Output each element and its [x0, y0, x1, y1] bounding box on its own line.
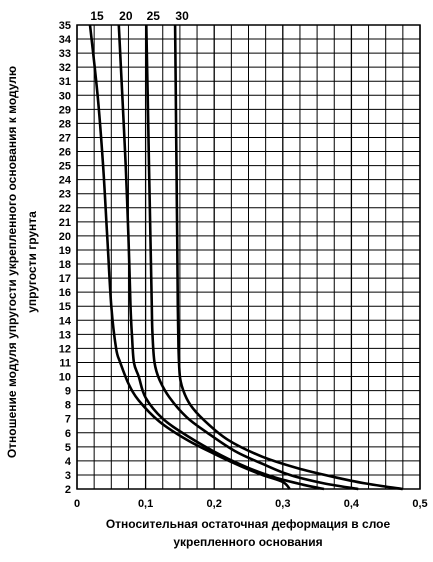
x-tick-label: 0,2 — [207, 498, 222, 510]
y-tick-label: 25 — [59, 161, 71, 173]
y-tick-label: 2 — [65, 484, 71, 496]
x-axis-title-line-2: укрепленного основания — [173, 535, 322, 549]
y-tick-label: 20 — [59, 231, 71, 243]
series-label-25: 25 — [147, 9, 161, 23]
y-tick-label: 17 — [59, 273, 71, 285]
y-tick-label: 34 — [59, 34, 72, 46]
y-tick-label: 24 — [59, 175, 72, 187]
y-tick-label: 29 — [59, 104, 71, 116]
plot-frame — [76, 24, 421, 490]
y-tick-label: 9 — [65, 386, 71, 398]
series-curves — [88, 24, 403, 491]
y-tick-label: 33 — [59, 48, 71, 60]
series-label-30: 30 — [175, 9, 189, 23]
y-tick-label: 19 — [59, 245, 71, 257]
y-tick-label: 4 — [65, 456, 72, 468]
y-tick-label: 28 — [59, 118, 71, 130]
y-tick-label: 5 — [65, 442, 71, 454]
x-tick-label: 0,3 — [275, 498, 290, 510]
y-tick-label: 16 — [59, 287, 71, 299]
y-tick-label: 6 — [65, 428, 71, 440]
series-label-20: 20 — [119, 9, 133, 23]
y-tick-labels: 2345678910111213141516171819202122232425… — [59, 20, 72, 496]
series-line-30 — [173, 24, 403, 491]
series-label-15: 15 — [90, 9, 104, 23]
x-tick-label: 0,1 — [138, 498, 153, 510]
y-tick-label: 10 — [59, 372, 71, 384]
x-tick-label: 0,5 — [412, 498, 427, 510]
y-tick-label: 22 — [59, 203, 71, 215]
y-tick-label: 31 — [59, 76, 71, 88]
y-tick-label: 23 — [59, 189, 71, 201]
x-tick-label: 0 — [74, 498, 80, 510]
y-axis-title-line-2: упругости грунта — [25, 211, 39, 313]
y-tick-label: 30 — [59, 90, 71, 102]
y-tick-label: 7 — [65, 414, 71, 426]
y-tick-label: 15 — [59, 301, 71, 313]
y-tick-label: 12 — [59, 343, 71, 355]
grid — [76, 24, 421, 490]
y-tick-label: 18 — [59, 259, 71, 271]
x-tick-label: 0,4 — [344, 498, 360, 510]
x-axis-title-line-1: Относительная остаточная деформация в сл… — [106, 517, 391, 531]
y-tick-label: 21 — [59, 217, 71, 229]
y-tick-label: 26 — [59, 147, 71, 159]
series-labels: 15 20 25 30 — [90, 9, 189, 23]
series-line-25 — [145, 24, 359, 491]
series-line-20 — [117, 24, 325, 491]
y-tick-label: 13 — [59, 329, 71, 341]
y-tick-label: 32 — [59, 62, 71, 74]
y-tick-label: 14 — [59, 315, 72, 327]
y-tick-label: 8 — [65, 400, 71, 412]
series-line-15 — [88, 24, 291, 490]
y-axis-title-line-1: Отношение модуля упругости укрепленного … — [5, 66, 19, 458]
y-tick-label: 27 — [59, 132, 71, 144]
y-tick-label: 11 — [59, 357, 71, 369]
x-tick-labels: 0 0,1 0,2 0,3 0,4 0,5 — [74, 498, 428, 510]
y-tick-label: 35 — [59, 20, 71, 32]
y-tick-label: 3 — [65, 470, 71, 482]
